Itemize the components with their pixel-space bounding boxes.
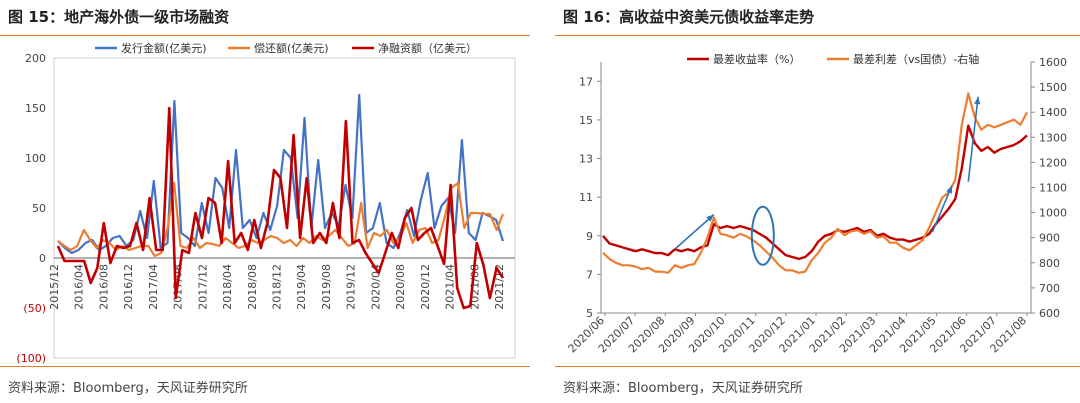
right-source-note: 资料来源：Bloomberg，天风证券研究所 xyxy=(563,381,803,396)
trend-arrow xyxy=(931,185,953,233)
y-tick-label: 100 xyxy=(25,152,46,165)
right-y-tick-label: 1000 xyxy=(1039,207,1067,220)
series-line xyxy=(57,93,505,255)
x-tick-label: 2020/12 xyxy=(419,264,432,310)
right-y-tick-label: 1100 xyxy=(1039,182,1067,195)
right-y-tick-label: 900 xyxy=(1039,232,1060,245)
right-chart-title: 图 16：高收益中资美元债收益率走势 xyxy=(563,8,815,26)
x-tick-label: 2016/12 xyxy=(122,264,135,310)
right-y-tick-label: 1300 xyxy=(1039,131,1067,144)
x-tick-label: 2018/04 xyxy=(221,264,234,310)
x-tick-label: 2021/04 xyxy=(444,264,457,310)
right-y-tick-label: 800 xyxy=(1039,257,1060,270)
trend-arrow-head xyxy=(706,214,714,222)
x-tick-label: 2019/04 xyxy=(295,264,308,310)
x-tick-label: 2019/08 xyxy=(320,264,333,310)
legend-label: 最差利差（vs国债）-右轴 xyxy=(853,52,979,66)
highlight-ellipse xyxy=(750,205,775,266)
left-y-tick-label: 9 xyxy=(586,230,593,243)
right-line-chart: 5 7 9 11 13 15 17 600 700 800 900 1000 1100 1200 1300 1… xyxy=(566,52,1067,355)
left-chart-panel: 图 15：地产海外债一级市场融资 (100) (50) 0 50 100 150 200 20… xyxy=(0,0,530,403)
x-tick-label: 2016/08 xyxy=(97,264,110,310)
x-tick-label: 2015/12 xyxy=(48,264,61,310)
trend-arrow-head xyxy=(974,96,981,105)
right-title-divider xyxy=(555,35,1080,36)
legend-label: 净融资额（亿美元） xyxy=(378,41,477,55)
y-tick-label: 50 xyxy=(32,202,46,215)
series-line xyxy=(602,124,1028,261)
series-line xyxy=(56,106,505,310)
left-chart-title: 图 15：地产海外债一级市场融资 xyxy=(8,8,230,26)
right-y-tick-label: 1400 xyxy=(1039,106,1067,119)
plot-frame xyxy=(53,57,516,359)
right-y-tick-label: 700 xyxy=(1039,282,1060,295)
trend-arrow xyxy=(967,96,979,182)
series-line xyxy=(602,92,1028,274)
x-tick-label: 2018/08 xyxy=(246,264,259,310)
right-y-tick-label: 1200 xyxy=(1039,156,1067,169)
y-tick-label: 150 xyxy=(25,102,46,115)
left-source-note: 资料来源：Bloomberg，天风证券研究所 xyxy=(8,381,248,396)
left-source-divider xyxy=(0,366,530,367)
trend-arrow xyxy=(674,213,715,250)
left-y-tick-label: 7 xyxy=(586,268,593,281)
y-tick-label: (100) xyxy=(16,352,46,365)
left-y-tick-label: 15 xyxy=(579,114,593,127)
left-title-divider xyxy=(0,35,530,36)
x-tick-label: 2017/12 xyxy=(196,264,209,310)
y-tick-label: 0 xyxy=(39,252,46,265)
right-y-tick-label: 1500 xyxy=(1039,81,1067,94)
legend-label: 偿还额(亿美元) xyxy=(254,41,329,55)
y-tick-label: (50) xyxy=(23,302,46,315)
x-tick-label: 2018/12 xyxy=(271,264,284,310)
x-tick-label: 2020/04 xyxy=(369,264,382,310)
left-y-tick-label: 11 xyxy=(579,191,593,204)
right-y-tick-label: 600 xyxy=(1039,307,1060,320)
right-chart-panel: 图 16：高收益中资美元债收益率走势 5 7 9 11 13 15 17 600 700 800 9… xyxy=(555,0,1080,403)
x-tick-label: 2019/12 xyxy=(345,264,358,310)
series-line xyxy=(57,181,505,258)
legend-label: 最差收益率（%） xyxy=(713,52,800,66)
left-y-tick-label: 13 xyxy=(579,153,593,166)
x-tick-label: 2020/08 xyxy=(394,264,407,310)
x-tick-label: 2017/04 xyxy=(147,264,160,310)
left-line-chart: (100) (50) 0 50 100 150 200 2015/12 2016/04 2016/… xyxy=(16,41,516,365)
trend-arrow-head xyxy=(946,185,952,194)
left-y-tick-label: 17 xyxy=(579,75,593,88)
y-tick-label: 200 xyxy=(25,52,46,65)
right-source-divider xyxy=(555,366,1080,367)
legend-label: 发行金额(亿美元) xyxy=(121,41,207,55)
x-tick-label: 2016/04 xyxy=(73,264,86,310)
left-y-tick-label: 5 xyxy=(586,307,593,320)
right-y-tick-label: 1600 xyxy=(1039,56,1067,69)
